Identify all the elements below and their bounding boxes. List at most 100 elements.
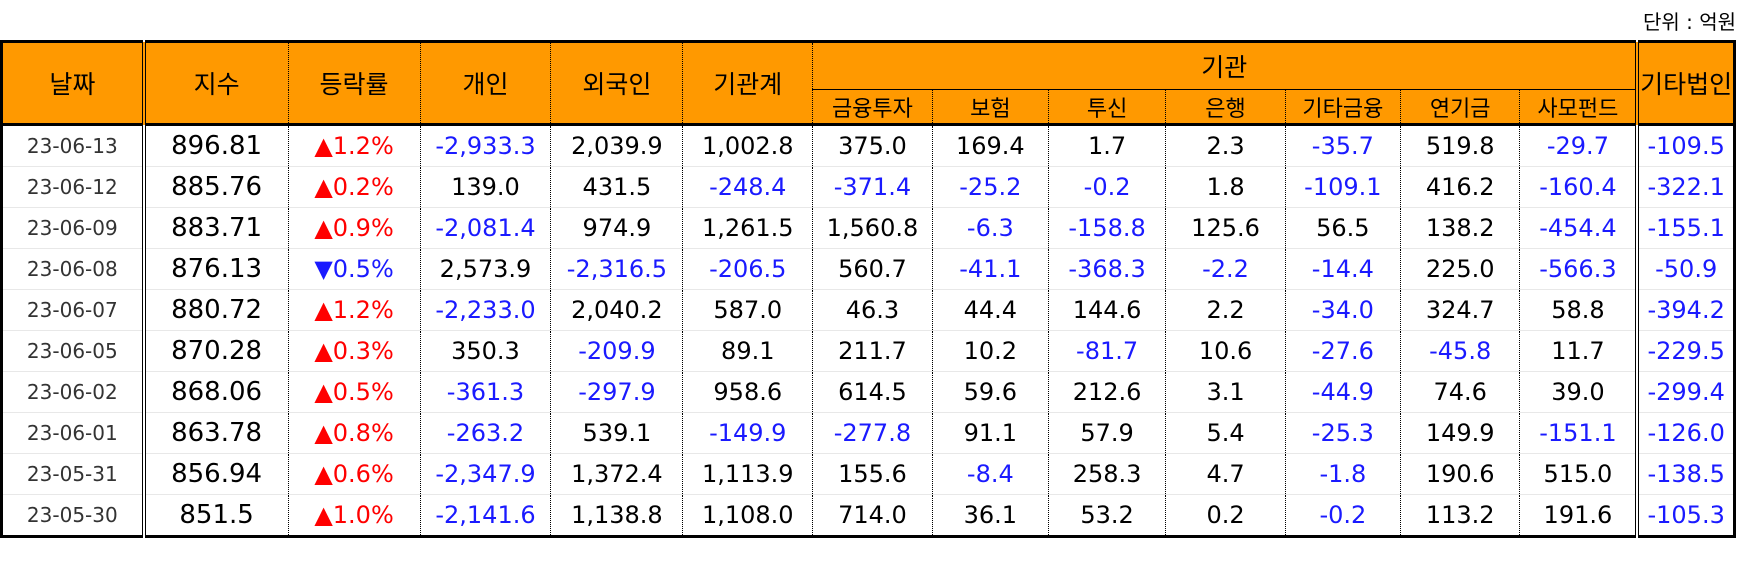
cell-financial-investment: 560.7 <box>812 248 933 290</box>
change-value: 1.2% <box>332 132 394 160</box>
header-sub-pension: 연기금 <box>1399 89 1521 126</box>
cell-index: 863.78 <box>143 412 289 454</box>
investor-flow-table: 날짜 지수 등락률 개인 외국인 기관계 기관 기타법인 금융투자 보험 투신 … <box>0 40 1737 538</box>
header-sub-investment-trust: 투신 <box>1047 89 1167 126</box>
cell-other-finance: -14.4 <box>1284 248 1401 290</box>
cell-other-corp: -322.1 <box>1635 166 1737 208</box>
cell-individual: -2,933.3 <box>419 124 552 167</box>
cell-foreign: 1,372.4 <box>550 453 684 495</box>
cell-index: 876.13 <box>143 248 289 290</box>
cell-date: 23-06-01 <box>0 412 146 454</box>
table-row: 23-06-09 883.71 ▲0.9% -2,081.4 974.9 1,261.5 1… <box>0 207 1737 249</box>
cell-inst-total: 1,108.0 <box>682 494 814 538</box>
header-sub-bank: 은행 <box>1165 89 1286 126</box>
cell-financial-investment: 1,560.8 <box>812 207 933 249</box>
cell-foreign: 431.5 <box>550 166 684 208</box>
table-row: 23-05-30 851.5 ▲1.0% -2,141.6 1,138.8 1,108.0… <box>0 494 1737 538</box>
cell-other-corp: -105.3 <box>1635 494 1737 538</box>
cell-individual: 139.0 <box>419 166 552 208</box>
cell-pension: 190.6 <box>1399 453 1521 495</box>
cell-inst-total: 1,261.5 <box>682 207 814 249</box>
cell-inst-total: -149.9 <box>682 412 814 454</box>
header-sub-insurance: 보험 <box>931 89 1049 126</box>
cell-individual: -263.2 <box>419 412 552 454</box>
up-arrow-icon: ▲ <box>314 132 333 160</box>
cell-individual: -361.3 <box>419 371 552 413</box>
table-row: 23-06-07 880.72 ▲1.2% -2,233.0 2,040.2 587.0 4… <box>0 289 1737 331</box>
cell-bank: 1.8 <box>1165 166 1286 208</box>
cell-date: 23-05-30 <box>0 494 146 538</box>
cell-investment-trust: 144.6 <box>1047 289 1167 331</box>
cell-investment-trust: -0.2 <box>1047 166 1167 208</box>
cell-pension: 149.9 <box>1399 412 1521 454</box>
up-arrow-icon: ▲ <box>314 419 333 447</box>
cell-other-finance: -1.8 <box>1284 453 1401 495</box>
change-value: 0.3% <box>332 337 394 365</box>
table-row: 23-06-08 876.13 ▼0.5% 2,573.9 -2,316.5 -206.5… <box>0 248 1737 290</box>
cell-change: ▲1.2% <box>287 124 421 167</box>
cell-inst-total: 89.1 <box>682 330 814 372</box>
cell-pension: -45.8 <box>1399 330 1521 372</box>
cell-pension: 74.6 <box>1399 371 1521 413</box>
cell-other-corp: -138.5 <box>1635 453 1737 495</box>
header-inst-total: 기관계 <box>682 40 814 126</box>
cell-private-fund: -160.4 <box>1519 166 1638 208</box>
up-arrow-icon: ▲ <box>314 296 333 324</box>
table-row: 23-06-01 863.78 ▲0.8% -263.2 539.1 -149.9 -277… <box>0 412 1737 454</box>
table-row: 23-06-02 868.06 ▲0.5% -361.3 -297.9 958.6 614.… <box>0 371 1737 413</box>
change-value: 0.9% <box>332 214 394 242</box>
cell-index: 856.94 <box>143 453 289 495</box>
cell-bank: 10.6 <box>1165 330 1286 372</box>
cell-insurance: 36.1 <box>931 494 1049 538</box>
cell-inst-total: -248.4 <box>682 166 814 208</box>
header-other-corp: 기타법인 <box>1635 40 1737 126</box>
cell-investment-trust: 53.2 <box>1047 494 1167 538</box>
cell-investment-trust: 212.6 <box>1047 371 1167 413</box>
change-value: 0.2% <box>332 173 394 201</box>
cell-private-fund: -29.7 <box>1519 124 1638 167</box>
cell-other-corp: -126.0 <box>1635 412 1737 454</box>
table-row: 23-06-05 870.28 ▲0.3% 350.3 -209.9 89.1 211.7 1… <box>0 330 1737 372</box>
cell-financial-investment: 155.6 <box>812 453 933 495</box>
cell-investment-trust: 1.7 <box>1047 124 1167 167</box>
cell-index: 851.5 <box>143 494 289 538</box>
cell-other-finance: -27.6 <box>1284 330 1401 372</box>
cell-date: 23-06-07 <box>0 289 146 331</box>
cell-foreign: 974.9 <box>550 207 684 249</box>
cell-foreign: -2,316.5 <box>550 248 684 290</box>
cell-index: 885.76 <box>143 166 289 208</box>
cell-pension: 225.0 <box>1399 248 1521 290</box>
cell-investment-trust: -158.8 <box>1047 207 1167 249</box>
cell-investment-trust: 57.9 <box>1047 412 1167 454</box>
unit-label: 단위 : 억원 <box>1642 10 1736 34</box>
cell-private-fund: -566.3 <box>1519 248 1638 290</box>
cell-other-finance: 56.5 <box>1284 207 1401 249</box>
cell-bank: -2.2 <box>1165 248 1286 290</box>
cell-other-finance: -44.9 <box>1284 371 1401 413</box>
cell-change: ▼0.5% <box>287 248 421 290</box>
cell-private-fund: 191.6 <box>1519 494 1638 538</box>
cell-inst-total: 1,113.9 <box>682 453 814 495</box>
cell-financial-investment: 46.3 <box>812 289 933 331</box>
cell-private-fund: 39.0 <box>1519 371 1638 413</box>
cell-date: 23-06-02 <box>0 371 146 413</box>
cell-private-fund: 58.8 <box>1519 289 1638 331</box>
cell-other-finance: -34.0 <box>1284 289 1401 331</box>
cell-bank: 5.4 <box>1165 412 1286 454</box>
cell-index: 868.06 <box>143 371 289 413</box>
table-row: 23-05-31 856.94 ▲0.6% -2,347.9 1,372.4 1,113.… <box>0 453 1737 495</box>
cell-pension: 416.2 <box>1399 166 1521 208</box>
cell-pension: 519.8 <box>1399 124 1521 167</box>
cell-bank: 3.1 <box>1165 371 1286 413</box>
cell-other-corp: -109.5 <box>1635 124 1737 167</box>
change-value: 0.5% <box>332 378 394 406</box>
cell-private-fund: -151.1 <box>1519 412 1638 454</box>
table-header: 날짜 지수 등락률 개인 외국인 기관계 기관 기타법인 금융투자 보험 투신 … <box>0 40 1737 126</box>
cell-change: ▲0.9% <box>287 207 421 249</box>
cell-insurance: 10.2 <box>931 330 1049 372</box>
cell-individual: -2,233.0 <box>419 289 552 331</box>
cell-bank: 2.2 <box>1165 289 1286 331</box>
cell-financial-investment: 211.7 <box>812 330 933 372</box>
cell-change: ▲0.2% <box>287 166 421 208</box>
cell-other-corp: -229.5 <box>1635 330 1737 372</box>
